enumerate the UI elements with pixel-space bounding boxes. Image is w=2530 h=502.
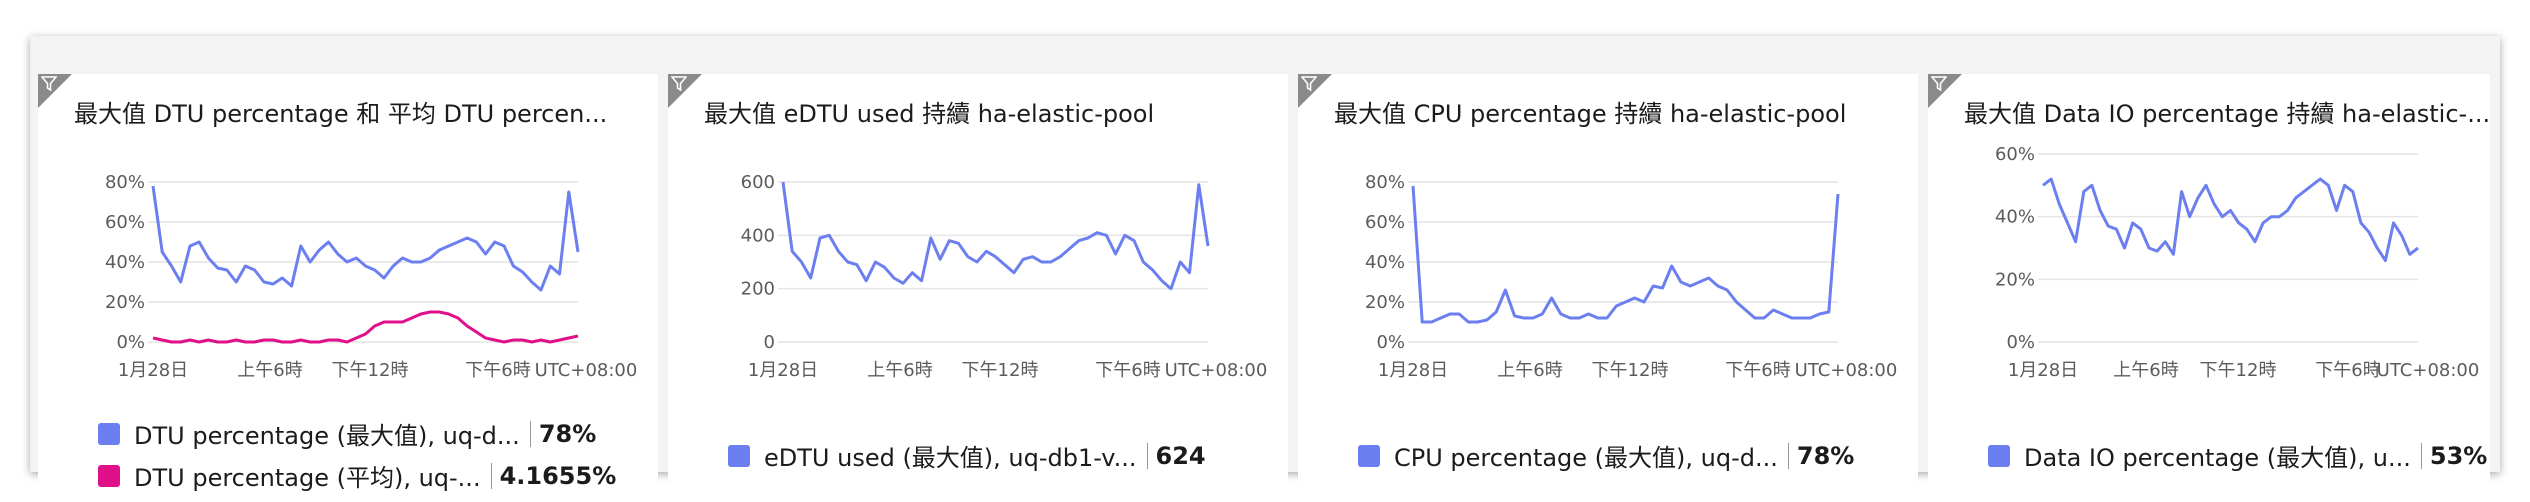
x-tick-label: 上午6時: [237, 360, 302, 381]
tile-title: 最大值 Data IO percentage 持續 ha-elastic-...: [1964, 100, 2491, 128]
legend-divider: [1146, 442, 1148, 469]
line-chart: 80% 60% 40% 20% 0% 1月28日 上午6時 下午12時 下午6時 UTC+08:0…: [1365, 172, 1898, 381]
y-tick-label: 0%: [1376, 332, 1405, 353]
x-tick-label: 下午12時: [962, 360, 1039, 381]
y-tick-label: 80%: [1365, 172, 1405, 193]
x-tick-label: 上午6時: [867, 360, 932, 381]
y-tick-label: 20%: [1995, 269, 2035, 290]
y-tick-label: 80%: [105, 172, 145, 193]
y-tick-label: 40%: [1365, 252, 1405, 273]
x-tick-label: 下午6時: [1095, 360, 1160, 381]
y-tick-label: 60%: [105, 212, 145, 233]
legend-item[interactable]: DTU percentage (最大值), uq-d... 78%: [98, 416, 596, 451]
filter-icon[interactable]: [1301, 76, 1317, 92]
metric-tile-edtu[interactable]: 最大值 eDTU used 持續 ha-elastic-pool 600 400 2…: [668, 74, 1288, 502]
series-line: [1411, 185, 1840, 324]
dashboard-strip: 最大值 DTU percentage 和 平均 DTU percen... 80…: [30, 36, 2500, 502]
metric-tile-dataio[interactable]: 最大值 Data IO percentage 持續 ha-elastic-...…: [1928, 74, 2490, 502]
x-tick-label: 下午12時: [2200, 360, 2277, 381]
y-tick-label: 60%: [1365, 212, 1405, 233]
filter-icon[interactable]: [1931, 76, 1947, 92]
y-tick-label: 0: [764, 332, 775, 353]
legend-series-name: DTU percentage (平均), uq-...: [134, 464, 481, 492]
legend-series-name: CPU percentage (最大值), uq-d...: [1394, 444, 1778, 472]
tile-title: 最大值 CPU percentage 持續 ha-elastic-pool: [1334, 100, 1847, 128]
legend-series-value: 78%: [538, 419, 597, 448]
x-tick-label: 1月28日: [118, 360, 188, 381]
timezone-label: UTC+08:00: [2377, 360, 2480, 381]
legend-swatch: [98, 464, 120, 487]
legend-item[interactable]: eDTU used (最大值), uq-db1-v... 624: [728, 438, 1206, 473]
y-tick-label: 20%: [105, 292, 145, 313]
filter-icon[interactable]: [41, 76, 57, 92]
timezone-label: UTC+08:00: [535, 360, 638, 381]
legend-series-name: DTU percentage (最大值), uq-d...: [134, 422, 520, 450]
x-tick-label: 1月28日: [2008, 360, 2078, 381]
y-tick-label: 600: [741, 172, 775, 193]
legend-divider: [2420, 442, 2422, 469]
series-line: [152, 310, 579, 344]
y-tick-label: 0%: [116, 332, 145, 353]
x-tick-label: 下午6時: [2315, 360, 2380, 381]
x-tick-label: 下午12時: [1592, 360, 1669, 381]
legend-swatch: [1358, 444, 1380, 467]
legend-series-name: eDTU used (最大值), uq-db1-v...: [764, 444, 1137, 472]
y-tick-label: 40%: [105, 252, 145, 273]
y-tick-label: 40%: [1995, 207, 2035, 228]
legend-divider: [1787, 442, 1789, 469]
x-tick-label: 下午12時: [332, 360, 409, 381]
legend-item[interactable]: DTU percentage (平均), uq-... 4.1655%: [98, 458, 616, 493]
metric-tile-cpu[interactable]: 最大值 CPU percentage 持續 ha-elastic-pool 80…: [1298, 74, 1918, 502]
line-chart: 80% 60% 40% 20% 0% 1月28日 上午6時 下午12時 下午6時 UTC+08:0…: [105, 172, 638, 381]
legend-series-value: 624: [1155, 441, 1206, 470]
legend-series-value: 4.1655%: [499, 461, 617, 490]
legend-series-value: 78%: [1796, 441, 1855, 470]
metric-tile-dtu[interactable]: 最大值 DTU percentage 和 平均 DTU percen... 80…: [38, 74, 658, 502]
tile-title: 最大值 eDTU used 持續 ha-elastic-pool: [704, 100, 1155, 128]
y-tick-label: 60%: [1995, 144, 2035, 165]
x-tick-label: 下午6時: [1725, 360, 1790, 381]
timezone-label: UTC+08:00: [1165, 360, 1268, 381]
legend-swatch: [728, 444, 750, 467]
tile-title: 最大值 DTU percentage 和 平均 DTU percen...: [74, 100, 608, 128]
line-chart: 600 400 200 0 1月28日 上午6時 下午12時 下午6時 UTC+08:00: [741, 172, 1268, 381]
x-tick-label: 下午6時: [465, 360, 530, 381]
legend-series-value: 53%: [2429, 441, 2488, 470]
series-line: [781, 181, 1210, 291]
legend-swatch: [1988, 444, 2010, 467]
legend-divider: [529, 420, 531, 447]
legend-item[interactable]: CPU percentage (最大值), uq-d... 78%: [1358, 438, 1854, 473]
legend-swatch: [98, 422, 120, 445]
y-tick-label: 200: [741, 279, 775, 300]
y-tick-label: 400: [741, 225, 775, 246]
y-tick-label: 20%: [1365, 292, 1405, 313]
legend-item[interactable]: Data IO percentage (最大值), u... 53%: [1988, 438, 2487, 473]
x-tick-label: 上午6時: [1497, 360, 1562, 381]
series-line: [2042, 177, 2419, 262]
y-tick-label: 0%: [2006, 332, 2035, 353]
x-tick-label: 上午6時: [2113, 360, 2178, 381]
x-tick-label: 1月28日: [1378, 360, 1448, 381]
legend-divider: [490, 462, 492, 489]
legend-series-name: Data IO percentage (最大值), u...: [2024, 444, 2411, 472]
x-tick-label: 1月28日: [748, 360, 818, 381]
timezone-label: UTC+08:00: [1795, 360, 1898, 381]
filter-icon[interactable]: [671, 76, 687, 92]
series-line: [151, 185, 580, 292]
